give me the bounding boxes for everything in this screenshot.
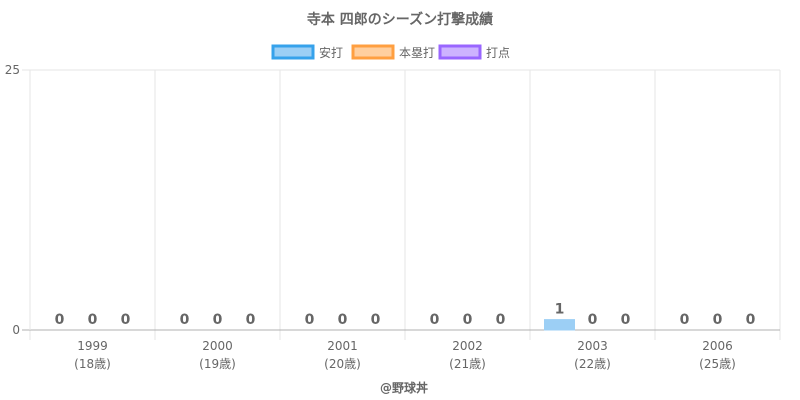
legend: 安打 本塁打 打点 xyxy=(271,44,510,60)
data-label: 0 xyxy=(305,312,315,328)
data-label: 0 xyxy=(588,312,598,328)
x-tick-sublabel: (20歳) xyxy=(324,357,361,371)
x-tick-sublabel: (25歳) xyxy=(699,357,736,371)
data-label: 0 xyxy=(213,312,223,328)
data-label: 0 xyxy=(371,312,381,328)
data-label: 0 xyxy=(496,312,506,328)
legend-item-1[interactable]: 安打 xyxy=(271,44,343,60)
data-label: 0 xyxy=(246,312,256,328)
y-tick-label: 0 xyxy=(12,323,20,337)
data-labels: 0 0 0 0 0 0 0 0 0 0 0 0 1 0 0 0 0 0 xyxy=(55,302,756,328)
x-tick-label: 2000 xyxy=(202,339,233,353)
data-label: 0 xyxy=(338,312,348,328)
legend-swatch xyxy=(351,44,395,60)
grid xyxy=(22,69,781,340)
legend-label: 本塁打 xyxy=(399,46,435,60)
data-label: 0 xyxy=(713,312,723,328)
x-tick-label: 2006 xyxy=(702,339,733,353)
data-label: 0 xyxy=(680,312,690,328)
legend-item-2[interactable]: 本塁打 xyxy=(351,44,435,60)
data-label: 1 xyxy=(555,302,565,318)
data-label: 0 xyxy=(463,312,473,328)
data-label: 0 xyxy=(430,312,440,328)
x-tick-sublabel: (21歳) xyxy=(449,357,486,371)
x-tick-label: 1999 xyxy=(77,339,108,353)
axes xyxy=(22,70,780,331)
y-axis-ticks: 0 25 xyxy=(5,63,20,337)
x-tick-sublabel: (18歳) xyxy=(74,357,111,371)
legend-item-3[interactable]: 打点 xyxy=(438,44,510,60)
credit: @野球丼 xyxy=(380,380,428,395)
bars xyxy=(544,319,575,331)
chart-title: 寺本 四郎のシーズン打撃成績 xyxy=(307,11,493,28)
y-tick-label: 25 xyxy=(5,63,20,77)
x-tick-sublabel: (19歳) xyxy=(199,357,236,371)
data-label: 0 xyxy=(180,312,190,328)
data-label: 0 xyxy=(121,312,131,328)
data-label: 0 xyxy=(746,312,756,328)
data-label: 0 xyxy=(88,312,98,328)
data-label: 0 xyxy=(55,312,65,328)
data-label: 0 xyxy=(621,312,631,328)
x-axis-ticks: 1999 (18歳) 2000 (19歳) 2001 (20歳) 2002 (21歳) 2003… xyxy=(74,339,736,371)
x-tick-label: 2003 xyxy=(577,339,608,353)
legend-swatch xyxy=(271,44,315,60)
legend-label: 安打 xyxy=(319,45,343,60)
x-tick-sublabel: (22歳) xyxy=(574,357,611,371)
x-tick-label: 2002 xyxy=(452,339,483,353)
x-tick-label: 2001 xyxy=(327,339,358,353)
legend-label: 打点 xyxy=(486,46,510,60)
bar-2003-1 xyxy=(544,319,575,331)
legend-swatch xyxy=(438,44,482,60)
